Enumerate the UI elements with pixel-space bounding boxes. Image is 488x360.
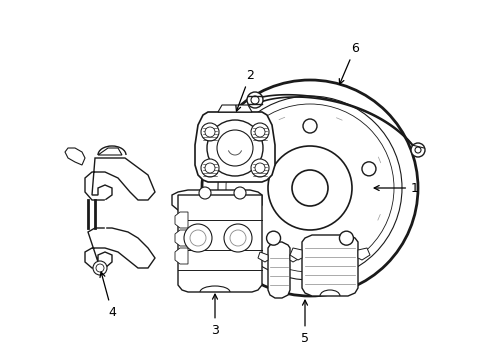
Circle shape: [218, 96, 401, 280]
Circle shape: [204, 127, 215, 137]
Circle shape: [244, 162, 258, 176]
Circle shape: [254, 127, 264, 137]
Circle shape: [410, 143, 424, 157]
Circle shape: [267, 146, 351, 230]
Polygon shape: [258, 252, 267, 262]
Circle shape: [339, 231, 353, 245]
Circle shape: [201, 123, 219, 141]
Polygon shape: [85, 228, 155, 268]
Text: 6: 6: [339, 41, 358, 84]
Circle shape: [93, 261, 107, 275]
Circle shape: [224, 224, 251, 252]
Polygon shape: [218, 105, 251, 112]
Polygon shape: [65, 148, 85, 165]
Polygon shape: [357, 248, 369, 260]
Polygon shape: [267, 242, 289, 298]
Circle shape: [204, 163, 215, 173]
Circle shape: [234, 187, 245, 199]
Circle shape: [199, 187, 210, 199]
Circle shape: [303, 119, 316, 133]
Circle shape: [96, 264, 104, 272]
Polygon shape: [195, 112, 274, 182]
Polygon shape: [172, 190, 262, 212]
Circle shape: [291, 170, 327, 206]
Text: 5: 5: [301, 300, 308, 345]
Circle shape: [414, 147, 420, 153]
Polygon shape: [178, 195, 262, 292]
Circle shape: [254, 163, 264, 173]
Text: 3: 3: [211, 294, 219, 337]
Circle shape: [225, 104, 393, 272]
Polygon shape: [85, 158, 155, 200]
Circle shape: [250, 96, 259, 104]
Text: 2: 2: [235, 68, 253, 111]
Circle shape: [250, 159, 268, 177]
Polygon shape: [175, 212, 187, 228]
Text: 4: 4: [100, 272, 116, 319]
Text: 1: 1: [373, 181, 418, 194]
Polygon shape: [175, 248, 187, 264]
Circle shape: [246, 92, 263, 108]
Polygon shape: [175, 230, 187, 246]
Circle shape: [229, 230, 245, 246]
Circle shape: [190, 230, 205, 246]
Circle shape: [266, 231, 280, 245]
Circle shape: [202, 80, 417, 296]
Polygon shape: [302, 235, 357, 296]
Polygon shape: [98, 148, 122, 155]
Circle shape: [361, 162, 375, 176]
Circle shape: [206, 120, 263, 176]
Circle shape: [183, 224, 212, 252]
Polygon shape: [289, 252, 299, 262]
Polygon shape: [289, 248, 302, 260]
Circle shape: [250, 123, 268, 141]
Circle shape: [201, 159, 219, 177]
Circle shape: [217, 130, 252, 166]
